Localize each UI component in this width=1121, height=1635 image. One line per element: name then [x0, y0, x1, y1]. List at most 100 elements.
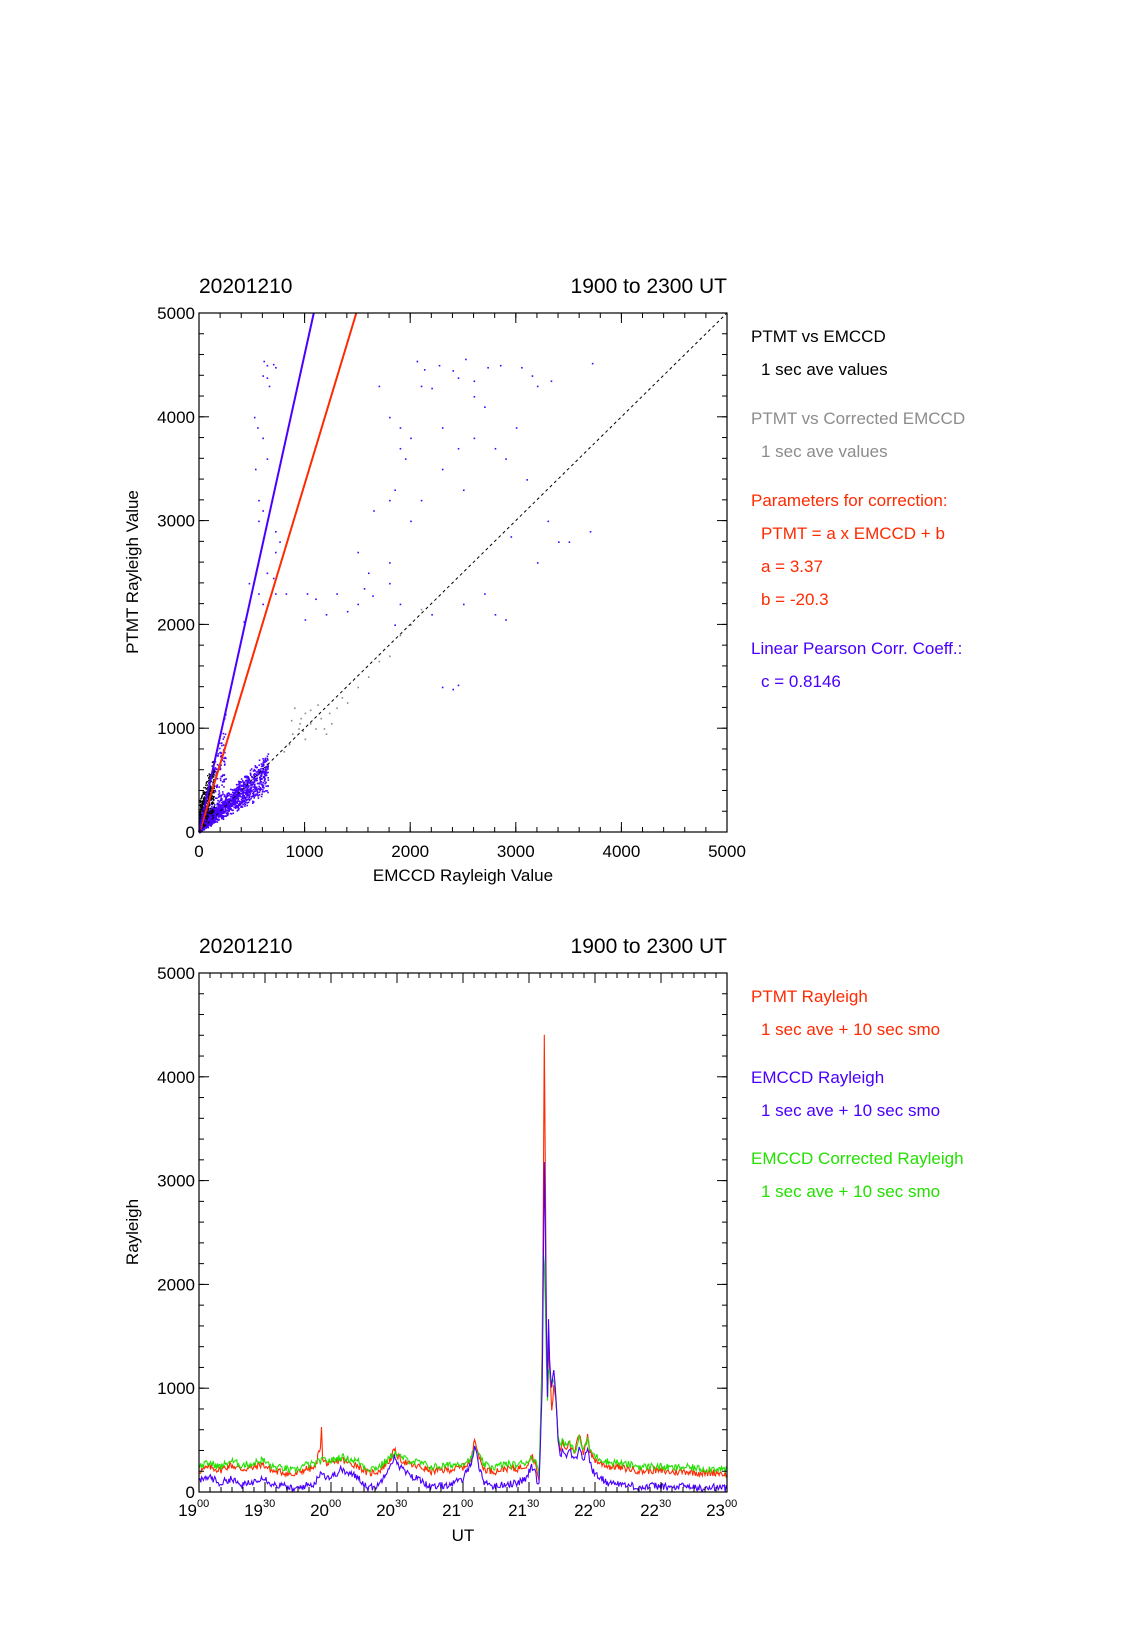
scatter-point-gray	[304, 712, 307, 715]
scatter-point-black	[210, 802, 213, 804]
scatter-point-blue	[246, 791, 248, 794]
scatter-point-blue	[389, 582, 391, 585]
scatter-point-blue	[222, 774, 224, 776]
scatter-point-blue	[224, 763, 226, 765]
scatter-point-black	[211, 809, 214, 811]
scatter-point-blue	[220, 813, 222, 815]
scatter-point-blue	[214, 815, 217, 818]
scatter-point-blue	[236, 801, 238, 804]
scatter-dense-cluster	[199, 711, 270, 834]
scatter-point-blue	[218, 809, 221, 812]
scatter-point-blue	[257, 773, 260, 776]
timeseries-x-tick-hour: 19	[244, 1501, 263, 1520]
scatter-point-blue	[216, 810, 219, 813]
scatter-point-blue	[221, 805, 224, 808]
scatter-point-blue	[238, 803, 240, 806]
scatter-point-blue	[265, 774, 268, 777]
timeseries-x-tick-hour: 19	[178, 1501, 197, 1520]
scatter-point-blue	[232, 789, 235, 792]
scatter-point-blue	[239, 800, 241, 803]
scatter-point-blue	[199, 816, 201, 819]
scatter-point-black	[207, 813, 209, 816]
scatter-point-blue	[226, 801, 229, 803]
scatter-point-blue	[217, 799, 219, 802]
scatter-point-blue	[218, 808, 221, 810]
scatter-point-blue	[389, 562, 391, 564]
scatter-point-blue	[221, 810, 223, 813]
scatter-point-blue	[248, 799, 251, 802]
scatter-point-blue	[227, 802, 229, 804]
scatter-point-blue	[216, 763, 219, 766]
scatter-point-gray	[331, 723, 333, 725]
scatter-point-blue	[254, 765, 257, 767]
scatter-point-blue	[222, 810, 225, 813]
scatter-point-blue	[389, 499, 391, 502]
scatter-point-blue	[217, 796, 220, 798]
scatter-point-blue	[222, 815, 225, 818]
scatter-point-blue	[255, 786, 258, 789]
scatter-point-black	[212, 814, 214, 817]
scatter-point-blue	[264, 790, 267, 792]
scatter-point-blue	[441, 427, 444, 429]
scatter-point-blue	[219, 814, 222, 817]
scatter-point-black	[207, 797, 210, 799]
timeseries-x-axis-label: UT	[452, 1526, 475, 1545]
scatter-point-blue	[254, 766, 257, 768]
scatter-point-black	[203, 799, 205, 802]
scatter-point-blue	[256, 793, 259, 796]
scatter-point-blue	[499, 364, 502, 367]
scatter-point-blue	[248, 779, 251, 782]
scatter-point-blue	[219, 794, 221, 797]
timeseries-x-tick-minute: 00	[593, 1498, 605, 1510]
scatter-point-blue	[231, 799, 233, 802]
scatter-y-tick-label: 5000	[157, 304, 195, 323]
scatter-point-black	[210, 780, 213, 783]
scatter-point-blue	[230, 807, 232, 810]
scatter-point-blue	[263, 787, 265, 789]
scatter-point-blue	[238, 782, 240, 785]
scatter-point-blue	[257, 797, 260, 799]
scatter-point-blue	[246, 779, 248, 781]
scatter-point-blue	[236, 795, 239, 798]
scatter-point-blue	[209, 822, 211, 825]
scatter-point-blue	[207, 817, 210, 820]
scatter-point-blue	[222, 801, 224, 803]
scatter-point-blue	[210, 825, 212, 827]
scatter-point-blue	[258, 791, 261, 794]
scatter-point-blue	[484, 593, 486, 595]
scatter-point-blue	[260, 774, 262, 777]
scatter-point-blue	[231, 796, 234, 798]
scatter-point-blue	[266, 377, 269, 379]
scatter-point-blue	[209, 809, 212, 811]
scatter-point-blue	[219, 811, 221, 814]
scatter-point-blue	[233, 794, 236, 797]
scatter-point-blue	[219, 742, 221, 745]
scatter-point-blue	[223, 757, 226, 760]
scatter-point-blue	[246, 781, 249, 783]
timeseries-title-date: 20201210	[199, 935, 292, 958]
timeseries-plot-area	[198, 1034, 728, 1493]
scatter-point-blue	[206, 824, 209, 827]
scatter-point-blue	[220, 794, 223, 796]
scatter-point-blue	[223, 779, 225, 781]
scatter-point-blue	[262, 437, 264, 440]
scatter-point-black	[212, 791, 214, 794]
scatter-point-blue	[260, 795, 263, 798]
timeseries-line-blue	[198, 1161, 728, 1493]
scatter-point-blue	[210, 814, 213, 816]
scatter-point-blue	[264, 778, 266, 781]
scatter-point-blue	[226, 803, 228, 805]
scatter-point-blue	[266, 766, 269, 768]
scatter-point-blue	[230, 813, 233, 815]
scatter-point-blue	[241, 800, 243, 803]
scatter-point-blue	[253, 772, 256, 775]
scatter-point-blue	[225, 805, 228, 808]
scatter-point-blue	[233, 792, 235, 795]
scatter-point-black	[208, 804, 211, 806]
scatter-point-blue	[252, 791, 255, 793]
scatter-point-blue	[259, 788, 261, 791]
scatter-point-blue	[410, 437, 412, 440]
scatter-point-blue	[239, 795, 242, 798]
scatter-point-blue	[394, 489, 396, 492]
scatter-point-black	[199, 799, 201, 802]
